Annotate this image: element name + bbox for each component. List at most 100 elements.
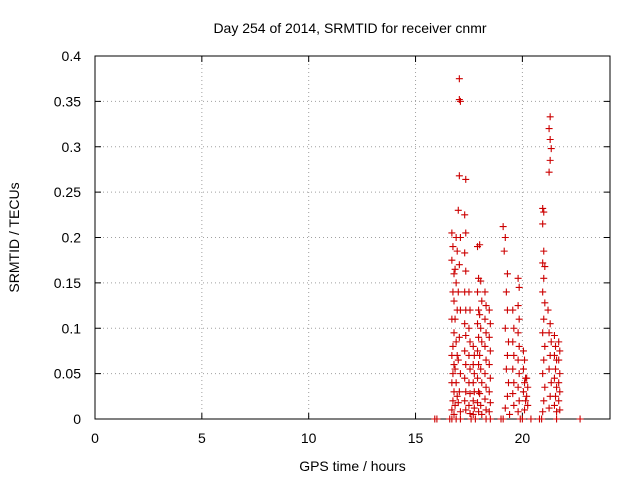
data-point-55 <box>454 288 462 296</box>
data-point-71 <box>462 332 470 340</box>
data-point-61 <box>454 399 462 407</box>
data-point-143 <box>503 270 511 278</box>
data-point-233 <box>555 397 563 405</box>
data-point-62 <box>456 408 464 416</box>
data-point-41 <box>451 315 459 323</box>
data-point-204 <box>546 135 554 143</box>
chart-title: Day 254 of 2014, SRMTID for receiver cnm… <box>213 20 486 36</box>
data-point-70 <box>461 320 469 328</box>
data-point-45 <box>452 379 460 387</box>
data-point-27 <box>449 342 457 350</box>
data-point-126 <box>482 356 490 364</box>
data-point-124 <box>482 329 490 337</box>
y-axis-label: SRMTID / TECUs <box>6 182 22 292</box>
data-point-168 <box>514 356 522 364</box>
data-point-99 <box>474 288 482 296</box>
data-point-203 <box>545 125 553 133</box>
data-point-113 <box>477 324 485 332</box>
data-point-127 <box>481 370 489 378</box>
data-point-9 <box>486 415 494 423</box>
data-point-121 <box>481 288 489 296</box>
data-point-227 <box>555 338 563 346</box>
data-point-24 <box>450 297 458 305</box>
data-point-133 <box>485 333 493 341</box>
data-point-96 <box>469 410 477 418</box>
data-point-194 <box>540 315 548 323</box>
data-point-141 <box>501 234 509 241</box>
data-point-46 <box>453 392 461 400</box>
data-point-208 <box>544 306 552 314</box>
data-point-174 <box>521 356 529 364</box>
data-point-152 <box>501 404 509 412</box>
data-point-66 <box>461 249 469 257</box>
data-point-140 <box>499 223 507 231</box>
data-point-144 <box>502 288 510 296</box>
data-point-102 <box>475 333 483 341</box>
data-point-100 <box>475 306 483 314</box>
data-point-60 <box>455 388 463 396</box>
data-point-188 <box>540 247 548 255</box>
data-point-157 <box>510 351 518 359</box>
data-point-199 <box>541 383 549 391</box>
data-point-156 <box>509 338 517 346</box>
data-point-14 <box>527 415 535 423</box>
data-point-67 <box>462 267 470 275</box>
data-point-119 <box>477 401 485 409</box>
data-point-158 <box>509 365 517 373</box>
data-point-38 <box>451 265 459 273</box>
x-tick-label-2: 10 <box>301 430 317 446</box>
data-point-87 <box>466 410 474 418</box>
data-point-193 <box>541 299 549 307</box>
data-point-22 <box>450 270 458 278</box>
x-tick-label-0: 0 <box>91 430 99 446</box>
data-point-42 <box>452 338 460 346</box>
data-point-225 <box>550 401 558 409</box>
data-point-92 <box>469 379 477 387</box>
data-point-50 <box>456 97 464 105</box>
data-point-177 <box>521 379 529 387</box>
data-point-110 <box>477 277 485 285</box>
data-point-138 <box>486 399 494 407</box>
data-point-37 <box>453 247 461 255</box>
data-point-209 <box>546 320 554 328</box>
data-point-164 <box>514 302 522 310</box>
data-point-39 <box>452 279 460 287</box>
data-point-155 <box>510 324 518 332</box>
data-point-1 <box>433 415 441 423</box>
data-point-111 <box>478 297 486 305</box>
y-tick-label-6: 0.3 <box>62 139 82 155</box>
data-point-88 <box>469 342 477 350</box>
data-point-77 <box>462 406 470 414</box>
data-point-165 <box>515 315 523 323</box>
y-tick-label-4: 0.2 <box>62 230 82 246</box>
data-point-85 <box>466 390 474 398</box>
data-point-44 <box>451 365 459 373</box>
data-point-57 <box>455 333 463 341</box>
data-point-52 <box>454 206 462 214</box>
data-point-29 <box>450 361 458 369</box>
data-point-83 <box>466 365 474 373</box>
data-point-58 <box>454 356 462 364</box>
data-point-224 <box>552 392 560 400</box>
y-tick-label-8: 0.4 <box>62 48 82 64</box>
data-point-122 <box>482 302 490 310</box>
data-point-149 <box>502 365 510 373</box>
data-point-131 <box>485 306 493 314</box>
x-axis-label: GPS time / hours <box>299 458 406 474</box>
data-point-200 <box>540 397 548 405</box>
data-point-172 <box>514 408 522 416</box>
data-point-123 <box>481 315 489 323</box>
data-point-7 <box>471 415 479 423</box>
data-point-72 <box>461 347 469 355</box>
data-point-91 <box>470 370 478 378</box>
data-point-231 <box>555 379 563 387</box>
axes: 0 5 10 15 20 0 0.05 0.1 0.15 0.2 0.25 0.3 0.35 0.4 <box>54 48 611 446</box>
data-point-190 <box>541 263 549 271</box>
data-point-95 <box>470 404 478 412</box>
data-point-115 <box>476 351 484 359</box>
data-point-146 <box>501 324 509 332</box>
data-point-20 <box>449 243 457 251</box>
data-point-173 <box>519 347 527 355</box>
data-point-197 <box>540 356 548 364</box>
